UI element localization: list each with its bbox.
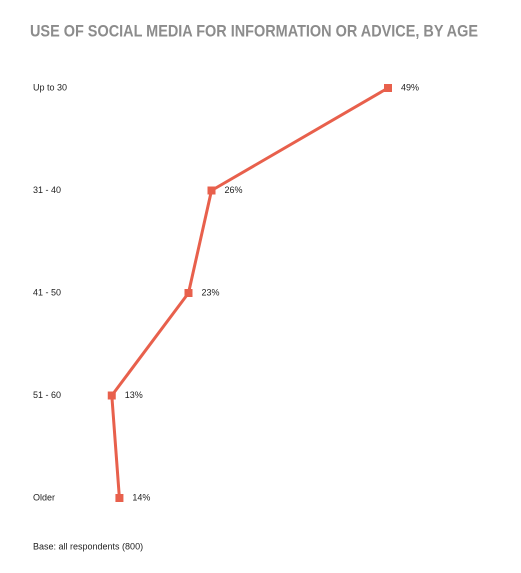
value-label: 26%: [225, 185, 243, 195]
marker: [384, 84, 392, 92]
value-label: 14%: [132, 492, 150, 502]
category-label: Older: [33, 492, 55, 502]
chart-title: USE OF SOCIAL MEDIA FOR INFORMATION OR A…: [30, 21, 478, 40]
marker: [107, 391, 116, 400]
marker: [115, 494, 124, 502]
value-label: 49%: [401, 82, 419, 92]
marker: [207, 186, 216, 195]
category-label: 51 - 60: [33, 390, 61, 400]
category-label: 31 - 40: [33, 185, 61, 195]
value-label: 23%: [201, 287, 219, 297]
category-label: Up to 30: [33, 82, 67, 92]
data-line: [110, 86, 389, 499]
marker: [184, 289, 193, 297]
value-label: 13%: [125, 390, 143, 400]
category-label: 41 - 50: [33, 287, 61, 297]
footnote: Base: all respondents (800): [33, 541, 143, 551]
